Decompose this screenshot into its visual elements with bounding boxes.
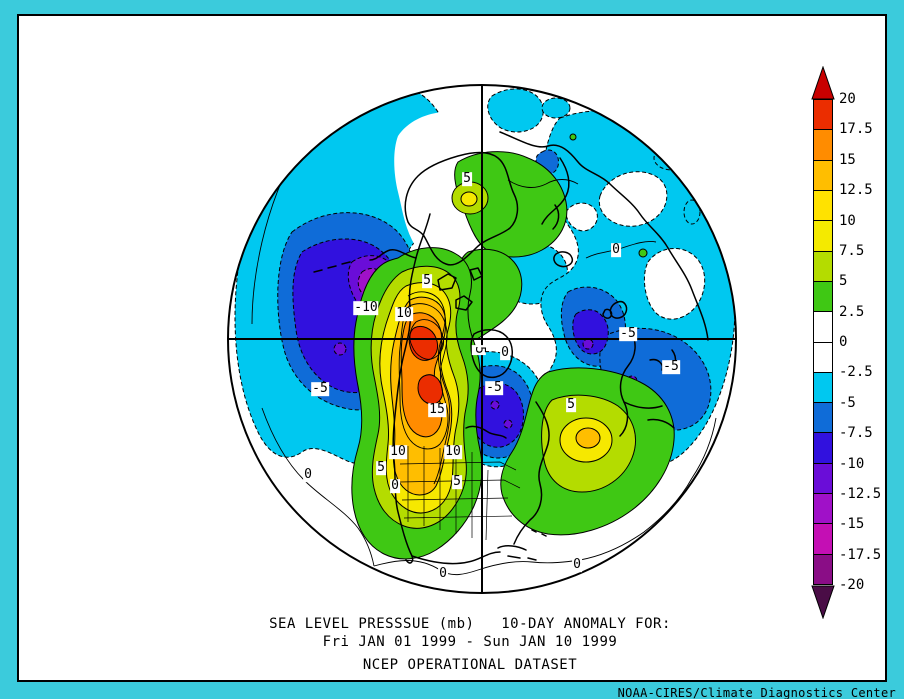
colorbar-segment xyxy=(814,403,832,434)
colorbar-segment xyxy=(814,433,832,464)
colorbar-arrow-up xyxy=(811,66,835,100)
colorbar-segments xyxy=(813,99,833,585)
colorbar-arrow-down xyxy=(811,585,835,619)
colorbar-tick-label: -20 xyxy=(839,577,865,593)
colorbar-tick-label: -2.5 xyxy=(839,364,873,381)
colorbar-segment xyxy=(814,130,832,161)
colorbar-segment xyxy=(814,221,832,252)
colorbar-segment xyxy=(814,342,832,373)
coastlines xyxy=(313,131,709,565)
colorbar-segment xyxy=(814,463,832,495)
colorbar-tick-label: 2.5 xyxy=(839,303,865,320)
colorbar-tick-label: 20 xyxy=(839,91,856,107)
chart-title-line2: Fri JAN 01 1999 - Sun JAN 10 1999 xyxy=(322,634,618,650)
colorbar-tick-label: -7.5 xyxy=(839,425,873,442)
state-borders xyxy=(399,446,521,541)
colorbar-segment xyxy=(814,190,832,222)
colorbar-tick-label: 5 xyxy=(839,273,848,290)
colorbar-segment xyxy=(814,160,832,191)
colorbar-tick-label: -10 xyxy=(839,455,865,472)
colorbar-segment xyxy=(814,372,832,404)
colorbar-tick-label: 7.5 xyxy=(839,242,865,259)
colorbar-tick-label: 15 xyxy=(839,151,856,168)
credit-text: NOAA-CIRES/Climate Diagnostics Center xyxy=(617,686,896,699)
colorbar-tick-label: 0 xyxy=(839,334,848,350)
colorbar-segment xyxy=(814,524,832,555)
colorbar-tick-label: 17.5 xyxy=(839,121,873,138)
colorbar-segment xyxy=(814,100,832,131)
colorbar-tick-label: -17.5 xyxy=(839,546,882,563)
colorbar-segment xyxy=(814,312,832,343)
chart-title-line1: SEA LEVEL PRESSSUE (mb) 10-DAY ANOMALY F… xyxy=(269,616,671,632)
colorbar-segment xyxy=(814,494,832,525)
colorbar-tick-label: -5 xyxy=(839,394,856,411)
colorbar-tick-label: -12.5 xyxy=(839,485,882,502)
red-cores xyxy=(408,325,443,405)
chart-title-line3: NCEP OPERATIONAL DATASET xyxy=(362,657,578,673)
map-boundary-circle xyxy=(227,84,737,594)
colorbar-segment xyxy=(814,554,832,584)
colorbar-segment xyxy=(814,251,832,282)
colorbar-tick-label: -15 xyxy=(839,516,865,533)
colorbar-tick-label: 10 xyxy=(839,212,856,229)
colorbar-tick-label: 12.5 xyxy=(839,182,873,199)
colorbar-segment xyxy=(814,281,832,313)
